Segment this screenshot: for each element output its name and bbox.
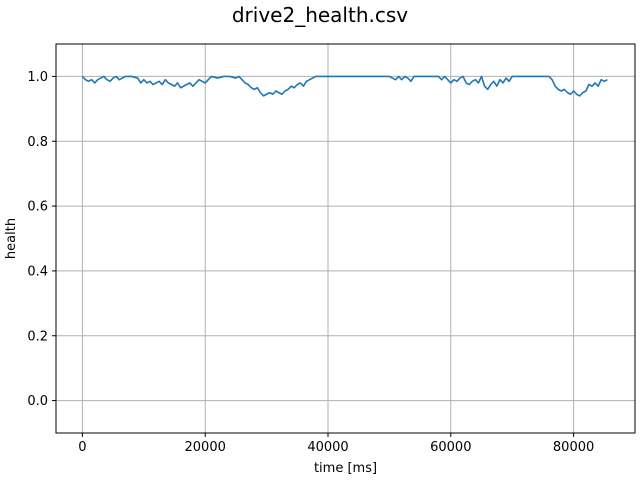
x-axis-label: time [ms]: [314, 461, 377, 476]
x-tick-label: 60000: [430, 440, 471, 455]
grid: [56, 44, 635, 433]
x-axis: 0 20000 40000 60000 80000: [78, 433, 594, 455]
plot-frame: [55, 43, 636, 434]
y-axis-label: health: [4, 218, 19, 259]
y-tick-label: 0.2: [27, 329, 48, 344]
y-tick-label: 0.6: [27, 200, 48, 215]
x-tick-label: 0: [78, 440, 86, 455]
x-tick-label: 80000: [553, 440, 594, 455]
y-tick-label: 0.0: [27, 394, 48, 409]
chart-title: drive2_health.csv: [232, 3, 408, 27]
series-line-0: [81, 75, 608, 97]
y-tick-label: 0.8: [27, 135, 48, 150]
x-tick-label: 20000: [185, 440, 226, 455]
y-tick-label: 0.4: [27, 264, 48, 279]
y-axis: 0.0 0.2 0.4 0.6 0.8 1.0: [27, 70, 56, 409]
series-layer: [81, 75, 608, 97]
x-tick-label: 40000: [307, 440, 348, 455]
y-tick-label: 1.0: [27, 70, 48, 85]
